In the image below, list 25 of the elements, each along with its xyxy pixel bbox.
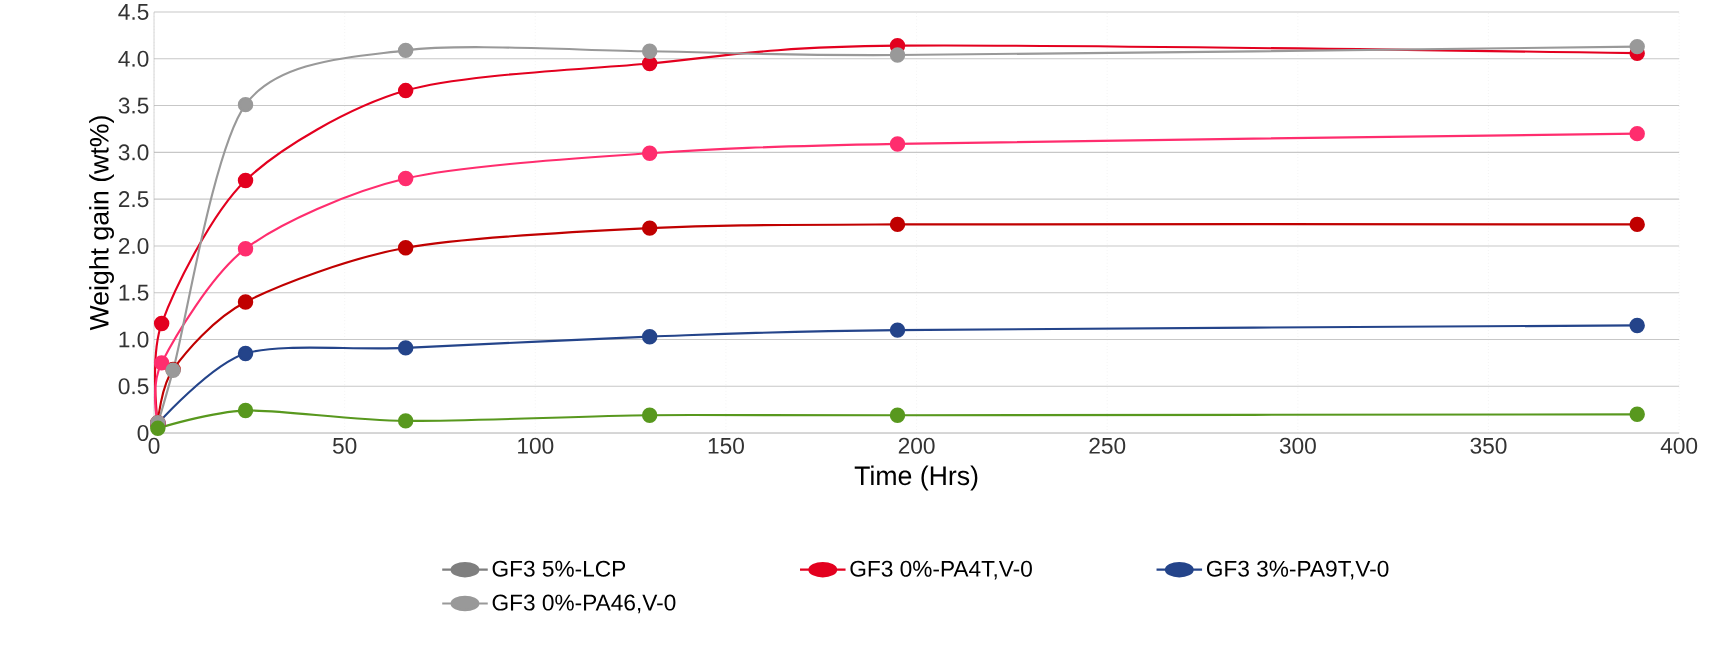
y-tick-label: 3.0 bbox=[118, 144, 149, 161]
y-tick-label: 1.5 bbox=[119, 284, 149, 301]
legend-label: GF3 3%-PA9T,V-0 bbox=[1206, 560, 1389, 580]
y-tick-label: 4.0 bbox=[118, 50, 149, 67]
y-tick-label: 0.5 bbox=[118, 378, 149, 395]
y-tick-label: 2.0 bbox=[118, 237, 149, 254]
legend-label: GF3 5%-LCP bbox=[492, 560, 626, 577]
y-tick-label: 1.0 bbox=[119, 331, 149, 348]
y-tick-label: 2.5 bbox=[118, 191, 149, 208]
x-tick-label: 300 bbox=[1279, 437, 1316, 454]
x-tick-label: 50 bbox=[332, 437, 357, 454]
x-tick-label: 250 bbox=[1089, 437, 1126, 454]
x-tick-label: 350 bbox=[1470, 437, 1507, 454]
y-tick-label: 0 bbox=[137, 424, 149, 442]
x-tick-label: 100 bbox=[518, 437, 554, 454]
y-axis-title: Weight gain (wt%) bbox=[89, 116, 114, 331]
legend-label: GF3 0%-PA4T,V-0 bbox=[850, 560, 1032, 580]
y-tick-label: 3.5 bbox=[118, 97, 149, 114]
y-tick-label: 4.5 bbox=[118, 4, 149, 20]
x-tick-label: 400 bbox=[1660, 437, 1698, 454]
x-tick-label: 200 bbox=[898, 437, 935, 454]
x-tick-label: 0 bbox=[148, 437, 160, 454]
x-axis-title: Time (Hrs) bbox=[854, 465, 978, 491]
legend-label: GF3 0%-PA46,V-0 bbox=[492, 594, 676, 614]
x-tick-label: 150 bbox=[708, 437, 744, 454]
